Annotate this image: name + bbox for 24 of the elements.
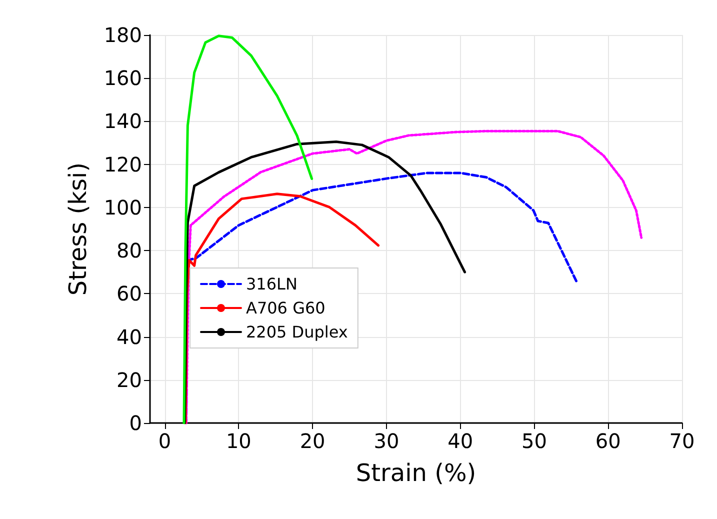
y-tick-label: 140 — [104, 109, 142, 134]
x-tick-label: 20 — [300, 429, 326, 453]
y-tick-label: 160 — [104, 66, 142, 90]
y-tick-label: 180 — [104, 23, 142, 47]
y-tick-label: 120 — [104, 152, 142, 176]
x-tick-label: 40 — [448, 429, 474, 453]
line-series — [184, 130, 643, 424]
y-tick-label: 0 — [129, 411, 142, 435]
y-tick-label: 60 — [116, 282, 142, 306]
x-tick-label: 70 — [669, 429, 695, 453]
x-axis-title: Strain (%) — [356, 459, 476, 487]
y-tick-label: 80 — [116, 238, 142, 263]
x-tick-label: 10 — [226, 429, 252, 453]
y-tick-label: 100 — [104, 195, 142, 220]
x-tick-label: 60 — [595, 429, 621, 453]
legend-label: A706 G60 — [246, 298, 326, 318]
x-tick-label: 30 — [374, 429, 400, 453]
legend-label: 316LN — [246, 274, 298, 294]
y-tick-label: 20 — [116, 368, 142, 392]
x-tick-label: 50 — [521, 429, 547, 453]
y-axis-title: Stress (ksi) — [64, 162, 92, 296]
x-tick-label: 0 — [158, 429, 172, 453]
y-tick-label: 40 — [116, 324, 142, 349]
legend-label: 2205 Duplex — [246, 322, 348, 342]
